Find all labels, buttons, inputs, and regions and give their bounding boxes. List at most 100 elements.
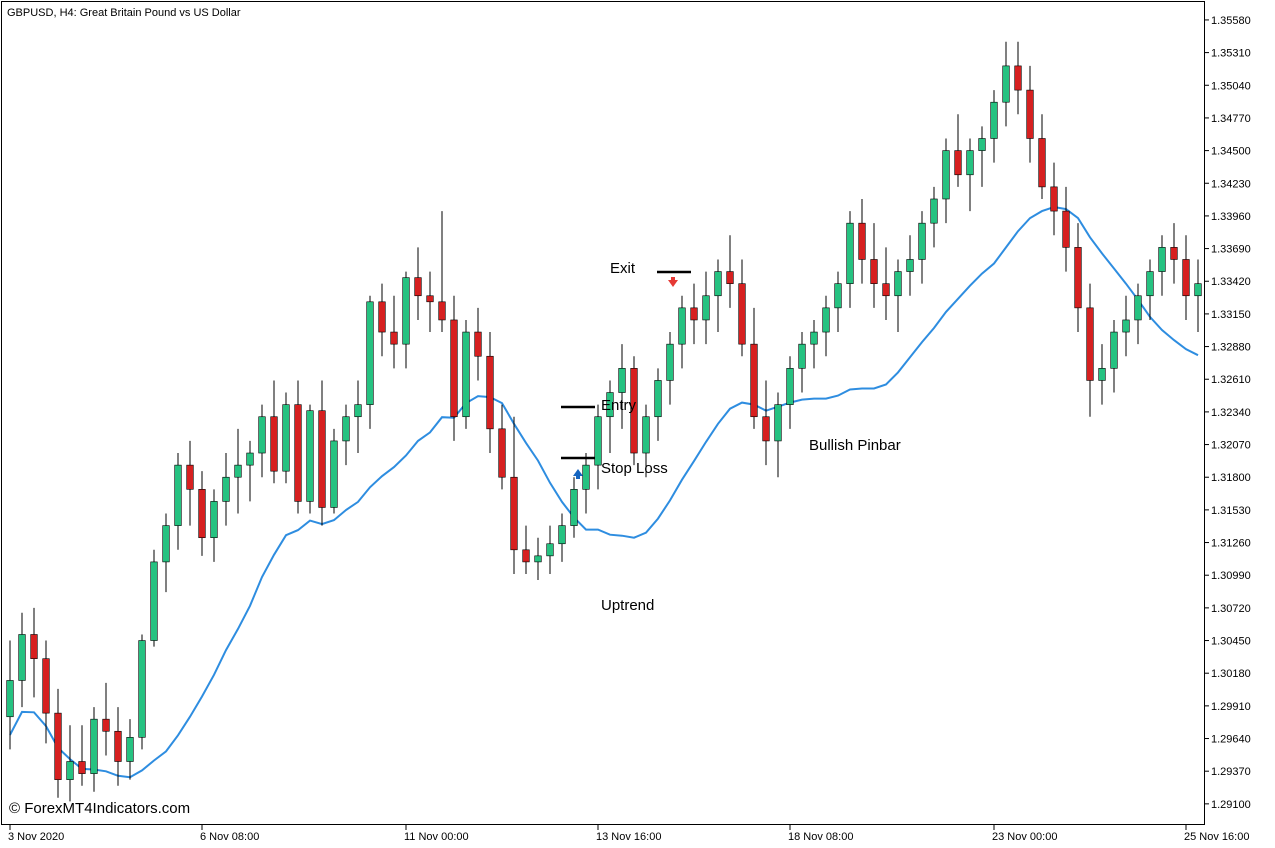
candle-body (990, 101, 998, 139)
price-tick-label: 1.32610 (1211, 374, 1251, 386)
candle-body (1134, 295, 1142, 321)
candle-body (942, 150, 950, 200)
candle-body (1050, 186, 1058, 212)
candle-body (762, 416, 770, 442)
bull-candle (810, 319, 818, 369)
bull-candle (570, 477, 578, 538)
candle-body (1110, 331, 1118, 369)
bull-candle (66, 725, 74, 802)
candle-body (1194, 283, 1202, 297)
trade-markers (561, 270, 691, 479)
bull-candle (1146, 259, 1154, 320)
candle-body (342, 416, 350, 442)
bear-candle (1026, 65, 1034, 163)
bear-candle (738, 259, 746, 357)
bull-candle (798, 332, 806, 393)
price-tick-label: 1.32070 (1211, 440, 1251, 452)
uptrend-label: Uptrend (601, 597, 654, 614)
candle-body (894, 271, 902, 297)
bear-candle (762, 380, 770, 466)
candle-body (1158, 247, 1166, 272)
bear-candle (54, 688, 62, 798)
bear-candle (270, 380, 278, 484)
candle-body (246, 452, 254, 466)
bear-candle (522, 525, 530, 575)
bull-candle (1134, 283, 1142, 345)
candle-body (630, 368, 638, 454)
bull-candle (1194, 259, 1202, 333)
bear-candle (318, 380, 326, 526)
price-tick-label: 1.29640 (1211, 734, 1251, 746)
price-tick-label: 1.31800 (1211, 472, 1251, 484)
bear-candle (1170, 223, 1178, 284)
bull-candle (714, 259, 722, 333)
candle-body (642, 416, 650, 454)
bull-candle (558, 513, 566, 562)
bull-candle (594, 404, 602, 490)
bear-candle (750, 307, 758, 429)
price-tick-label: 1.31530 (1211, 505, 1251, 517)
candle-body (786, 368, 794, 405)
candle-body (198, 489, 206, 539)
candle-body (42, 658, 50, 714)
bull-candle (246, 440, 254, 502)
candle-body (114, 730, 122, 762)
bull-candle (150, 549, 158, 647)
bull-candle (642, 404, 650, 478)
sell-arrow-icon (668, 277, 678, 287)
bear-candle (1182, 235, 1190, 320)
candle-body (426, 295, 434, 303)
candle-body (474, 331, 482, 357)
bullish-pinbar-label: Bullish Pinbar (809, 437, 901, 454)
candle-body (882, 283, 890, 297)
candle-body (918, 222, 926, 260)
bear-candle (1050, 162, 1058, 236)
bull-candle (618, 344, 626, 429)
bull-candle (366, 295, 374, 429)
candle-body (1170, 247, 1178, 260)
bull-candle (1002, 41, 1010, 127)
candle-body (810, 331, 818, 345)
bull-candle (678, 295, 686, 369)
price-tick-label: 1.31260 (1211, 538, 1251, 550)
candle-body (30, 634, 38, 659)
candle-body (1074, 247, 1082, 309)
candle-body (954, 150, 962, 176)
bull-candle (582, 453, 590, 514)
candle-body (714, 271, 722, 297)
candle-body (318, 410, 326, 508)
bull-candle (1122, 295, 1130, 357)
stop-loss-label: Stop Loss (601, 460, 668, 477)
candle-body (66, 761, 74, 780)
candle-body (18, 634, 26, 681)
candle-body (294, 404, 302, 502)
bear-candle (486, 332, 494, 454)
chart-frame (1, 1, 1205, 825)
candlestick-series (6, 41, 1202, 802)
bear-candle (954, 114, 962, 187)
bull-candle (930, 186, 938, 248)
bear-candle (30, 607, 38, 698)
bull-candle (606, 380, 614, 454)
candle-body (438, 301, 446, 321)
candle-body (534, 555, 542, 563)
bull-candle (774, 392, 782, 478)
candle-body (270, 416, 278, 472)
watermark-text: © ForexMT4Indicators.com (9, 800, 190, 817)
bull-candle (234, 428, 242, 514)
time-tick-label: 18 Nov 08:00 (788, 831, 853, 843)
price-tick-label: 1.32880 (1211, 342, 1251, 354)
bull-candle (918, 211, 926, 284)
candle-body (234, 464, 242, 478)
bear-candle (1086, 283, 1094, 417)
bull-candle (894, 259, 902, 333)
candle-body (930, 198, 938, 224)
candle-body (6, 680, 14, 718)
bull-candle (138, 634, 146, 750)
bull-candle (402, 271, 410, 369)
bull-candle (90, 707, 98, 792)
candle-body (1002, 65, 1010, 103)
bull-candle (18, 612, 26, 708)
bull-candle (258, 404, 266, 478)
